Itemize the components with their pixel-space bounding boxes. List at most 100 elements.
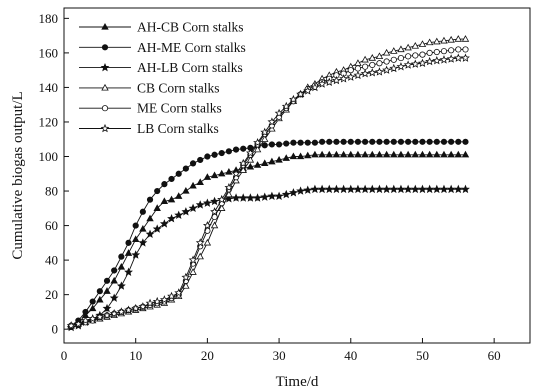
data-point — [174, 192, 183, 199]
data-point — [318, 150, 326, 158]
data-point — [246, 155, 255, 163]
data-point — [389, 184, 399, 194]
data-point — [375, 184, 384, 194]
data-point — [332, 75, 341, 85]
data-point — [405, 53, 412, 60]
data-point — [161, 181, 168, 188]
data-point — [411, 150, 420, 158]
data-point — [340, 138, 347, 145]
data-point — [418, 150, 427, 158]
data-point — [404, 150, 412, 158]
y-tick-label: 20 — [45, 287, 58, 302]
data-point — [88, 304, 97, 312]
x-tick-label: 40 — [344, 348, 357, 363]
data-point — [174, 288, 184, 297]
data-point — [412, 52, 419, 59]
axis-ticks: 0 10 20 30 40 50 60 0 20 40 60 80 100 120 140 160 180 — [39, 11, 501, 363]
data-point — [283, 140, 290, 147]
data-point — [153, 204, 161, 211]
data-point — [383, 138, 390, 145]
data-point — [440, 138, 448, 145]
data-point — [211, 151, 218, 158]
data-point — [132, 222, 139, 229]
data-point — [369, 138, 376, 145]
data-point — [174, 210, 184, 219]
data-point — [353, 184, 363, 194]
data-point — [138, 238, 148, 247]
data-point — [195, 200, 205, 209]
x-tick-label: 30 — [273, 348, 286, 363]
legend-label: AH-ME Corn stalks — [137, 40, 246, 55]
data-point — [253, 145, 262, 153]
data-point — [253, 193, 262, 202]
legend-marker — [101, 105, 109, 112]
data-point — [412, 138, 419, 145]
data-point — [225, 168, 233, 175]
y-tick-label: 80 — [45, 184, 58, 199]
data-point — [210, 207, 219, 216]
data-point — [317, 184, 327, 194]
data-point — [296, 186, 305, 195]
data-point — [111, 267, 118, 274]
data-point — [95, 312, 105, 321]
legend-label: ME Corn stalks — [137, 101, 222, 116]
data-point — [303, 86, 313, 95]
data-point — [238, 158, 248, 168]
data-point — [310, 82, 320, 92]
data-point — [369, 61, 376, 69]
data-point — [367, 68, 377, 77]
data-point — [159, 295, 169, 304]
data-point — [360, 68, 370, 78]
data-point — [446, 54, 456, 63]
data-point — [204, 153, 211, 160]
data-point — [253, 138, 262, 147]
data-point — [368, 150, 376, 158]
data-point — [181, 207, 191, 216]
legend-label: AH-LB Corn stalks — [137, 60, 243, 75]
data-point — [203, 173, 212, 180]
data-point — [339, 184, 349, 194]
y-tick-label: 0 — [52, 322, 59, 337]
data-point — [382, 184, 392, 194]
x-tick-label: 50 — [416, 348, 429, 363]
legend-label: AH-CB Corn stalks — [137, 20, 244, 35]
data-point — [110, 276, 118, 284]
data-point — [159, 219, 169, 228]
data-point — [138, 302, 148, 311]
data-point — [195, 238, 205, 247]
data-point — [324, 184, 334, 194]
data-point — [224, 194, 234, 203]
data-point — [167, 291, 176, 301]
legend-item: AH-LB Corn stalks — [79, 60, 243, 75]
y-tick-label: 120 — [39, 114, 59, 129]
data-point — [426, 138, 433, 145]
data-point — [362, 63, 369, 70]
data-point — [282, 154, 290, 161]
y-tick-label: 140 — [39, 80, 59, 95]
data-point — [453, 53, 463, 62]
data-point — [375, 150, 384, 158]
data-point — [145, 298, 155, 308]
data-point — [304, 151, 312, 159]
data-point — [290, 139, 297, 146]
data-point — [419, 138, 426, 145]
data-point — [360, 184, 370, 194]
y-tick-label: 180 — [39, 11, 59, 26]
data-point — [303, 185, 313, 194]
data-point — [217, 195, 227, 204]
data-point — [182, 165, 189, 172]
data-point — [118, 253, 125, 260]
x-tick-label: 20 — [201, 348, 214, 363]
data-point — [96, 295, 104, 303]
data-point — [425, 56, 435, 66]
data-point — [197, 156, 204, 164]
data-point — [439, 55, 449, 64]
data-point — [455, 138, 462, 145]
data-point — [433, 37, 441, 45]
data-point — [139, 225, 147, 232]
data-point — [390, 56, 397, 63]
data-point — [332, 184, 341, 194]
data-point — [347, 138, 354, 145]
data-point — [189, 181, 197, 189]
